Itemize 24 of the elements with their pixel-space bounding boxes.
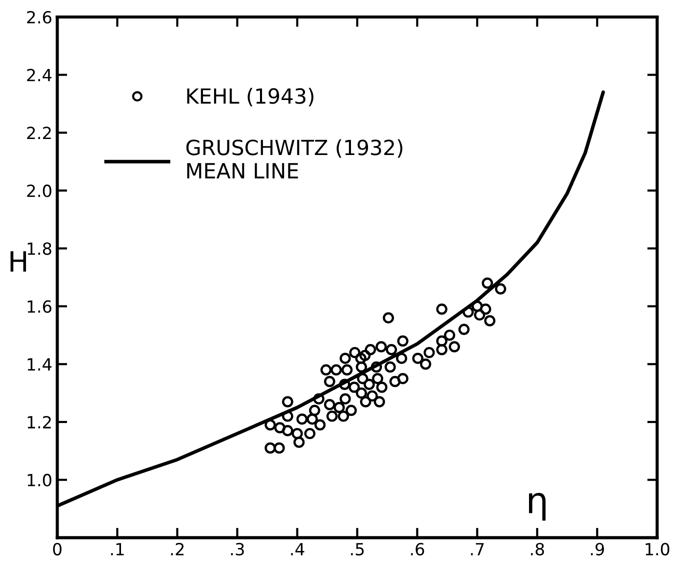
y-tick-label: 1.8 [28, 242, 52, 255]
x-tick-label: .7 [471, 543, 484, 556]
y-tick-label: 2.4 [27, 68, 52, 82]
y-tick-label: 2.6 [27, 10, 52, 24]
x-tick-label: 0 [53, 542, 62, 556]
y-axis-title: H [10, 251, 26, 272]
y-tick-label: 1.6 [28, 300, 52, 313]
x-tick-label: .4 [291, 543, 304, 556]
legend-label: GRUSCHWITZ (1932) MEAN LINE [186, 139, 402, 178]
y-tick-label: 2.2 [27, 126, 51, 140]
x-tick-label: .2 [171, 542, 184, 556]
y-tick-label: 1.4 [28, 358, 52, 370]
y-tick-label: 1.2 [28, 416, 51, 428]
legend-label: KEHL (1943) [187, 88, 314, 106]
x-tick-label: .9 [590, 542, 604, 556]
x-tick-label: .3 [231, 542, 244, 556]
y-tick-label: 1.0 [28, 474, 52, 486]
x-tick-label: .6 [411, 542, 424, 556]
x-tick-label: .8 [531, 542, 544, 556]
x-axis-title: η [529, 492, 546, 521]
y-tick-label: 2.0 [27, 184, 52, 198]
x-tick-label: 1.0 [646, 542, 670, 556]
x-tick-label: .5 [351, 543, 364, 556]
x-tick-label: .1 [111, 543, 124, 556]
